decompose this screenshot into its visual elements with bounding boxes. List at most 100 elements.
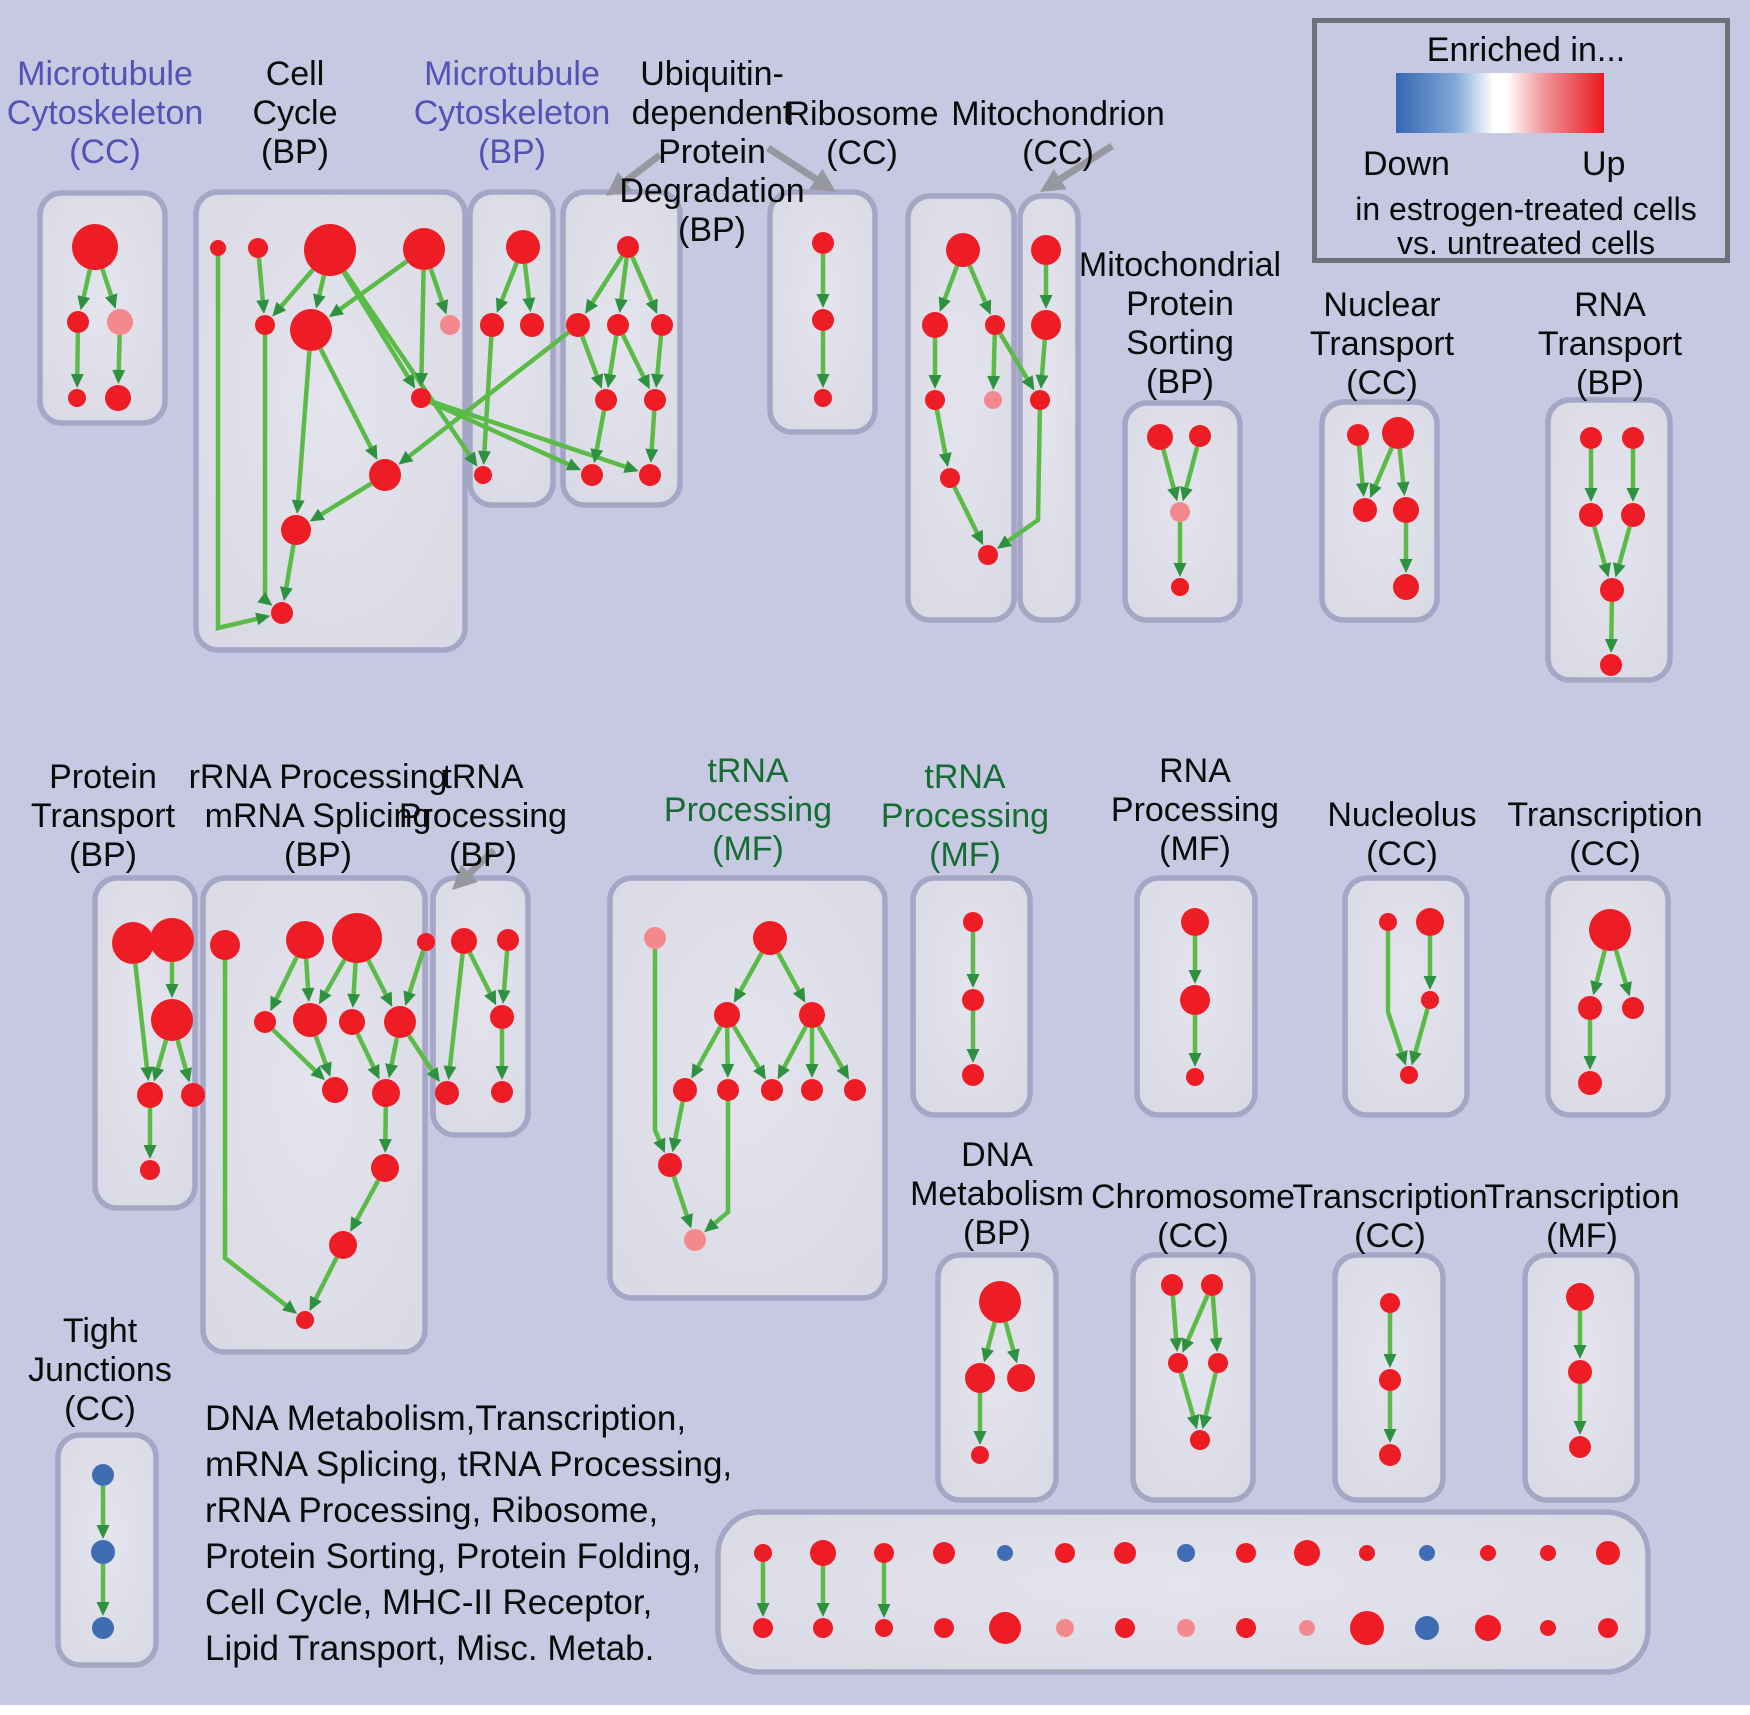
hierarchy-edge-arrowhead [380,991,393,1007]
strip-node-bottom-10 [1299,1620,1315,1636]
hierarchy-edge-line [522,263,532,299]
cluster-title-rna-transport-bp: RNA Transport (BP) [1537,286,1683,402]
hierarchy-edge-arrowhead [753,1064,766,1080]
go-term-node-u1 [617,236,639,258]
hierarchy-edge-line [1161,448,1176,489]
go-term-node-e [255,315,275,335]
hierarchy-edge-arrowhead [668,1137,682,1153]
go-term-node-p4 [137,1082,163,1108]
hierarchy-edge-arrowhead [464,451,478,467]
cluster-box-transcription-cc-mid [1545,875,1671,1118]
hierarchy-edge-arrowhead [1039,295,1053,309]
hierarchy-edge-line [81,268,93,298]
strip-node-bottom-12 [1415,1616,1439,1640]
strip-node-bottom-1 [753,1618,773,1638]
go-term-node-m2 [480,313,504,337]
hierarchy-edge-line [673,1101,685,1139]
cluster-title-transcription-mf: Transcription (MF) [1484,1178,1680,1255]
hierarchy-edge-line [652,949,662,1142]
hierarchy-edge-line [1592,525,1607,565]
hierarchy-edge-arrowhead [1423,976,1437,990]
go-term-node-v2 [812,309,834,331]
go-term-node-A5 [105,385,131,411]
hierarchy-edge-line [594,410,607,450]
hierarchy-edge-arrowhead [522,297,536,313]
go-term-node-d3 [1007,1364,1035,1392]
cluster-title-mitochondrion-cc: Mitochondrion (CC) [951,95,1165,172]
hierarchy-edge-arrowhead [585,298,599,315]
pointer-to-mitochondrion-box-line [1058,143,1114,183]
go-term-node-w7 [339,1009,365,1035]
go-term-node-t4 [1393,497,1419,523]
hierarchy-edge [1178,1372,1200,1430]
go-term-node-b [248,238,268,258]
go-term-node-s1 [1147,424,1173,450]
go-term-node-l3 [1622,997,1644,1019]
mixed-clusters-note: DNA Metabolism,Transcription, mRNA Splic… [205,1399,733,1668]
hierarchy-edge-line [501,950,510,991]
go-term-node-s3 [1170,502,1190,522]
cluster-box-mixed-annotations [715,1509,1651,1675]
hierarchy-edge [309,481,373,522]
go-term-node-r5 [984,391,1002,409]
go-term-node-w11 [371,1154,399,1182]
hierarchy-edge [630,256,658,314]
hierarchy-edge-line [776,951,801,992]
strip-node-top-14 [1540,1545,1556,1561]
hierarchy-edge-line [816,1025,845,1069]
cluster-title-microtubule-cytoskeleton-bp: Microtubule Cytoskeleton (BP) [413,55,611,171]
hierarchy-edge [1573,1311,1587,1359]
hierarchy-edge-line [655,335,664,375]
hierarchy-edge-line [274,956,299,1000]
hierarchy-edge-line [1397,448,1406,483]
hierarchy-edge [652,949,666,1154]
hierarchy-edge-arrowhead [1598,562,1611,578]
hierarchy-edge [143,1108,157,1159]
hierarchy-edge-arrowhead [1590,980,1604,996]
hierarchy-edge-arrowhead [1369,482,1382,499]
hierarchy-edge [1573,1384,1587,1435]
hierarchy-edge-arrowhead [257,592,273,606]
go-term-node-g3 [714,1002,740,1028]
strip-node-bottom-4 [934,1618,954,1638]
hierarchy-edge [1383,1313,1397,1368]
hierarchy-edge-arrowhead [291,499,305,515]
strip-node-top-1 [754,1544,772,1562]
hierarchy-edge [429,400,582,471]
strip-node-bottom-2 [813,1618,833,1638]
hierarchy-edge [1604,601,1618,654]
hierarchy-edge [428,268,449,315]
hierarchy-edge [215,256,271,631]
hierarchy-edge-line [447,953,465,1067]
hierarchy-edge [1613,525,1632,578]
go-term-node-q5 [1600,578,1624,602]
pointer-to-ubiquitin-box-1 [606,152,663,196]
hierarchy-edge-arrowhead [997,535,1013,549]
cluster-title-trna-processing-mf-2: tRNA Processing (MF) [880,758,1050,874]
hierarchy-edge-arrowhead [402,373,416,389]
strip-node-bottom-8 [1177,1619,1195,1637]
hierarchy-edge [585,255,624,315]
hierarchy-edge-arrowhead [645,448,659,464]
go-term-node-g7 [761,1079,783,1101]
go-term-node-bt1 [451,928,477,954]
go-term-node-f [290,309,332,351]
go-term-node-l1 [1589,909,1631,951]
go-term-node-s4 [1171,578,1189,596]
hierarchy-edge-arrowhead [704,1218,720,1233]
go-term-node-bt5 [491,1081,513,1103]
hierarchy-edge-arrowhead [495,297,509,313]
strip-edge-1 [756,1562,770,1617]
go-term-node-w8 [384,1006,416,1038]
hierarchy-edge [1173,522,1187,577]
hierarchy-edge [1399,523,1413,573]
hierarchy-edge-arrowhead [836,1064,850,1080]
hierarchy-edge-line [467,951,492,994]
hierarchy-edge-arrowhead [70,373,84,389]
hierarchy-edge-arrowhead [367,1064,380,1080]
go-term-node-w13 [296,1311,314,1329]
go-term-node-l2 [1578,996,1602,1020]
hierarchy-edge-arrowhead [650,373,664,389]
strip-node-top-8 [1177,1544,1195,1562]
hierarchy-edge-arrowhead [614,298,628,314]
